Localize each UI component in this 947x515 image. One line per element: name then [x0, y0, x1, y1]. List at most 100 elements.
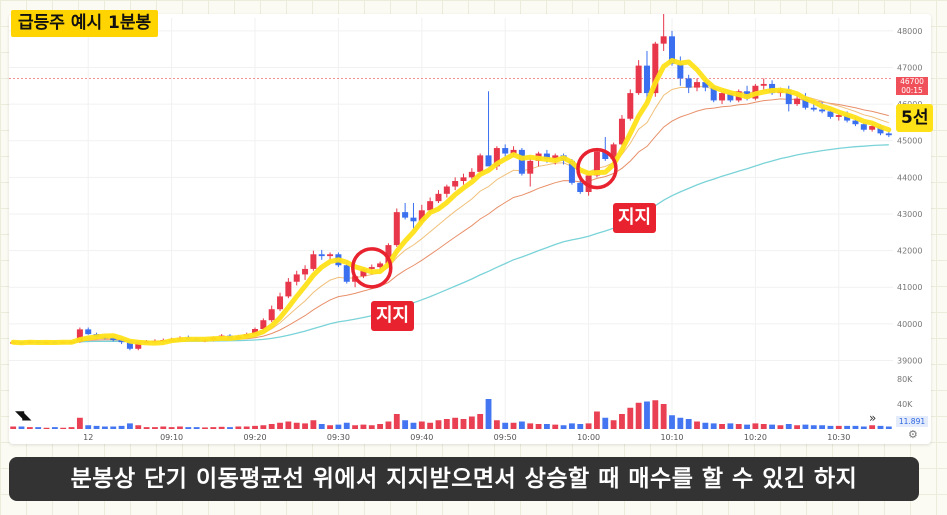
chart-title: 급등주 예시 1분봉	[11, 10, 159, 37]
volume-bar	[610, 420, 617, 429]
volume-bar	[869, 425, 876, 429]
candle-body	[368, 267, 375, 269]
candle-body	[402, 212, 409, 218]
candle-body	[518, 149, 525, 174]
candle-body	[643, 65, 650, 94]
volume-bar	[769, 424, 775, 429]
candle-body	[835, 115, 842, 117]
volume-bar	[844, 425, 851, 429]
volume-bar	[18, 426, 25, 429]
volume-bar	[560, 425, 567, 429]
current-price-time: 00:15	[901, 86, 923, 95]
x-tick-label: 10:00	[577, 433, 600, 442]
candle-body	[126, 342, 133, 349]
candle-body	[618, 118, 625, 145]
volume-bar	[293, 422, 300, 429]
volume-bar	[427, 422, 434, 429]
candle-body	[477, 155, 484, 172]
volume-bar	[552, 424, 559, 429]
volume-bar	[819, 425, 826, 429]
candle-body	[794, 98, 801, 105]
candle-body	[327, 254, 334, 257]
y-tick-label: 45000	[897, 137, 922, 146]
y-tick-label: 40000	[897, 320, 922, 329]
candle-body	[418, 210, 425, 222]
candle-body	[293, 274, 300, 282]
volume-bar	[152, 427, 158, 429]
volume-bar	[335, 424, 342, 429]
candle-body	[310, 254, 317, 269]
candle-body	[610, 144, 617, 160]
volume-bar	[727, 423, 734, 429]
candle-body	[802, 98, 809, 108]
chevron-right-icon[interactable]: »	[869, 411, 877, 425]
volume-bar	[385, 421, 392, 429]
volume-bar	[518, 421, 525, 429]
volume-bar	[143, 427, 150, 429]
volume-bar	[318, 424, 325, 429]
candle-body	[485, 155, 492, 167]
candle-body	[510, 149, 517, 154]
candle-body	[785, 89, 792, 105]
volume-bar	[860, 426, 867, 429]
candle-body	[652, 43, 659, 94]
x-tick-label: 09:40	[410, 433, 433, 442]
candle-body	[118, 339, 125, 343]
volume-bar	[285, 421, 292, 429]
volume-bar	[127, 423, 133, 429]
volume-bar	[794, 425, 801, 429]
candle-body	[360, 268, 367, 277]
volume-bar	[68, 427, 75, 429]
candle-body	[343, 265, 350, 282]
volume-bar	[43, 427, 50, 429]
candle-body	[285, 281, 292, 297]
candle-body	[702, 82, 709, 88]
volume-bar	[752, 423, 759, 429]
volume-bar	[702, 422, 709, 429]
volume-bar	[885, 426, 892, 429]
candle-body	[443, 186, 450, 194]
candle-body	[468, 171, 475, 178]
candle-body	[543, 153, 550, 160]
volume-bar	[218, 426, 225, 429]
candle-body	[252, 329, 259, 335]
volume-bar	[76, 417, 83, 429]
volume-bar	[60, 427, 67, 429]
candle-body	[810, 107, 817, 110]
volume-bar	[569, 423, 575, 429]
volume-bar	[677, 417, 684, 429]
subtitle-bar: 분봉상 단기 이동평균선 위에서 지지받으면서 상승할 때 매수를 할 수 있긴…	[9, 457, 919, 501]
candle-body	[668, 36, 676, 64]
volume-bar	[627, 407, 634, 429]
volume-bar	[460, 419, 467, 429]
candlestick-chart[interactable]: 3900040000410004200043000440004500046000…	[9, 14, 931, 444]
volume-bar	[435, 420, 442, 429]
ma-long-line	[13, 144, 889, 343]
support-circle-2	[576, 147, 618, 190]
volume-bar	[760, 424, 767, 429]
volume-bar	[235, 426, 242, 429]
volume-bar	[227, 427, 233, 429]
candle-body	[135, 342, 142, 349]
volume-bar	[719, 424, 725, 429]
volume-bar	[468, 416, 475, 429]
candle-body	[552, 155, 559, 160]
candle-body	[602, 151, 609, 160]
volume-bar	[827, 425, 834, 429]
volume-bar	[644, 401, 650, 429]
volume-bar	[360, 424, 367, 429]
ma5-label: 5선	[896, 104, 934, 132]
candle-body	[577, 182, 584, 192]
candle-body	[694, 82, 701, 88]
volume-bar	[735, 424, 742, 429]
tradingview-logo-icon[interactable]: ◥◣	[15, 408, 32, 422]
volume-bar	[619, 414, 625, 429]
candle-body	[493, 148, 500, 167]
y-tick-label: 42000	[897, 247, 922, 256]
candle-body	[877, 126, 884, 134]
volume-bar	[452, 417, 459, 429]
candle-body	[85, 329, 92, 335]
gear-icon[interactable]: ⚙	[908, 428, 918, 441]
current-price-value: 46700	[900, 77, 924, 86]
candle-body	[277, 296, 284, 310]
